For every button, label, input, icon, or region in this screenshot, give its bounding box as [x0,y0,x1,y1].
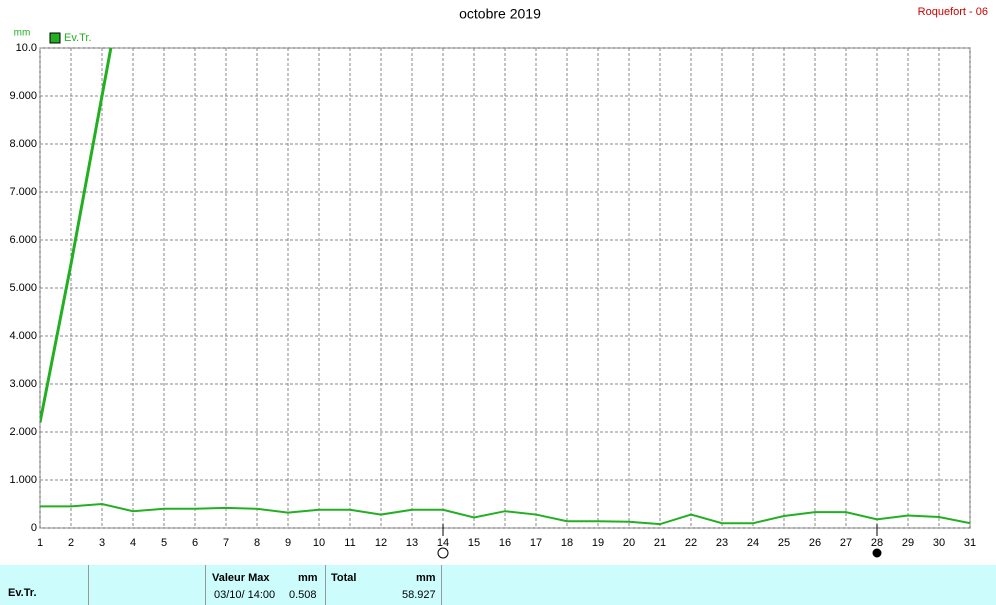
y-axis-label: mm [14,28,31,39]
x-tick-label: 26 [809,537,821,549]
x-tick-label: 4 [130,537,136,549]
y-tick-label: 8.000 [9,138,37,150]
y-tick-label: 1.000 [9,474,37,486]
line [40,48,113,423]
max-label: Valeur Max [212,572,270,584]
max-date: 03/10/ 14:00 [214,589,276,601]
legend-swatch [49,32,61,44]
x-tick-label: 16 [499,537,511,549]
x-tick-label: 27 [840,537,852,549]
x-tick-label: 12 [375,537,387,549]
x-tick-label: 15 [468,537,480,549]
x-tick-label: 13 [406,537,418,549]
y-tick-label: 4.000 [9,330,37,342]
x-tick-label: 1 [37,537,43,549]
x-tick-label: 29 [902,537,914,549]
y-tick-label: 6.000 [9,234,37,246]
separator [325,565,326,605]
x-tick-label: 23 [716,537,728,549]
x-tick-label: 3 [99,537,105,549]
legend-label: Ev.Tr. [64,32,92,44]
y-tick-label: 0 [31,522,37,534]
marker [437,547,449,559]
station: Roquefort - 06 [918,6,988,18]
x-tick-label: 25 [778,537,790,549]
x-tick-label: 8 [254,537,260,549]
x-tick-label: 5 [161,537,167,549]
x-tick-label: 9 [285,537,291,549]
separator [205,565,206,605]
x-tick-label: 2 [68,537,74,549]
total-label: Total [331,572,357,584]
footer-series: Ev.Tr. [8,587,37,599]
footer: Ev.Tr. Valeur Max mm 03/10/ 14:00 0.508 … [0,565,996,605]
x-tick-label: 10 [313,537,325,549]
series-group [40,48,970,526]
x-tick-label: 17 [530,537,542,549]
chart-title: octobre 2019 [459,6,541,22]
x-tick-label: 14 [437,537,449,549]
x-tick-label: 11 [344,537,355,549]
max-unit: mm [298,572,318,584]
total-unit: mm [416,572,436,584]
x-tick-label: 24 [747,537,759,549]
y-tick-label: 3.000 [9,378,37,390]
x-tick-label: 31 [964,537,976,549]
chart: octobre 2019 Roquefort - 06 mm 0 1.000 2.0… [9,6,988,559]
total-value: 58.927 [402,589,436,601]
y-tick-label: 5.000 [9,282,37,294]
marker [872,548,882,558]
y-tick-label: 7.000 [9,186,37,198]
x-tick-label: 28 [871,537,883,549]
y-tick-label: 2.000 [9,426,37,438]
x-tick-label: 30 [933,537,945,549]
y-tick-label: 9.000 [9,90,37,102]
x-tick-label: 6 [192,537,198,549]
y-tick-label: 10.0 [16,42,37,54]
separator [441,565,442,605]
line [40,502,970,526]
x-tick-label: 22 [685,537,697,549]
max-value: 0.508 [289,589,317,601]
x-tick-label: 21 [654,537,666,549]
x-tick-label: 18 [561,537,573,549]
x-tick-label: 20 [623,537,635,549]
x-tick-label: 7 [223,537,229,549]
separator [88,565,89,605]
x-tick-label: 19 [592,537,604,549]
